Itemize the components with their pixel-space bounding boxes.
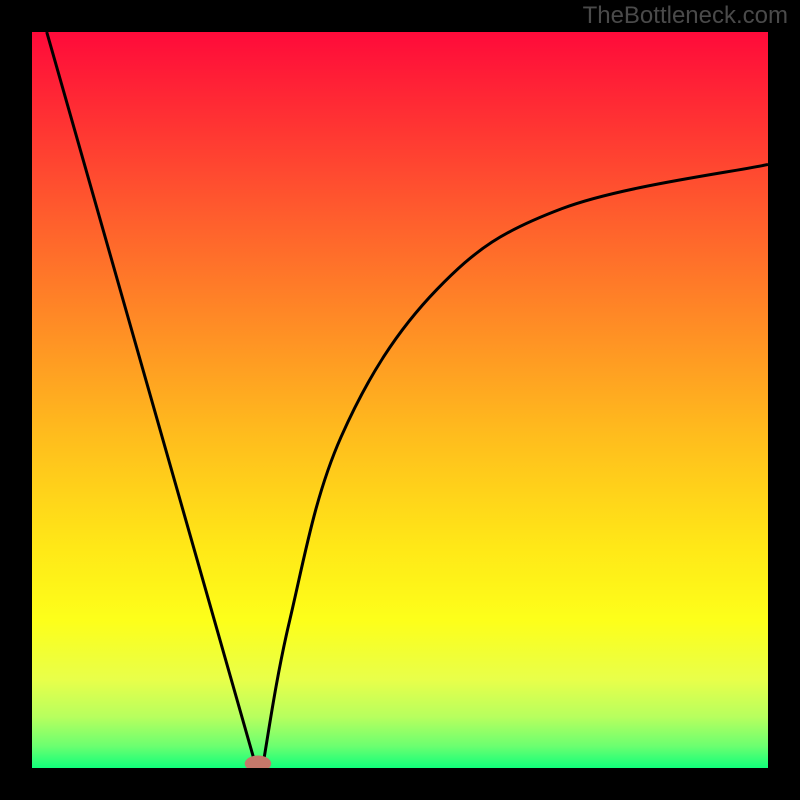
gradient-background xyxy=(32,32,768,768)
watermark-text: TheBottleneck.com xyxy=(583,2,788,30)
bottleneck-curve xyxy=(32,32,768,768)
plot-area xyxy=(32,32,768,768)
